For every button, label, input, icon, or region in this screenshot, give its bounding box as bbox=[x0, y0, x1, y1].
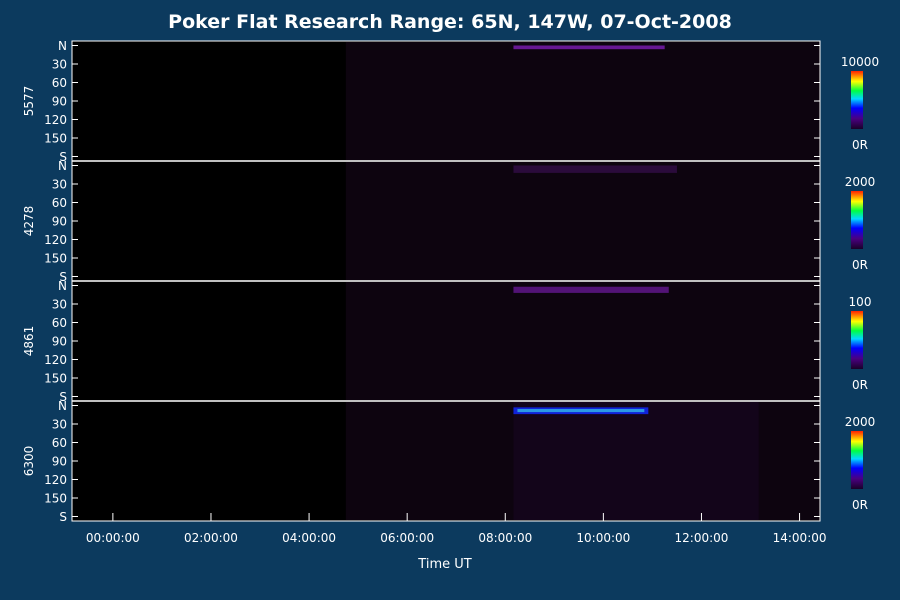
colorbar-min-label: 0R bbox=[852, 138, 868, 152]
y-tick-label: 30 bbox=[52, 298, 67, 312]
y-tick-label: 30 bbox=[52, 418, 67, 432]
panel-4278: N 30 60 90 120 150 S 4278 2000 0R bbox=[22, 159, 875, 284]
x-tick-label: 06:00:00 bbox=[380, 531, 434, 545]
y-tick-label: N bbox=[58, 399, 67, 413]
y-tick-label: S bbox=[59, 390, 67, 404]
colorbar-max-label: 100 bbox=[849, 295, 872, 309]
emission-arc bbox=[513, 45, 665, 50]
panel-4861: N 30 60 90 120 150 S 4861 100 0R bbox=[22, 279, 871, 404]
colorbar-min-label: 0R bbox=[852, 258, 868, 272]
panels: N 30 60 90 120 150 S 5577 10000 0R N 30 60 90 120 150 S 4… bbox=[22, 39, 879, 524]
x-tick-label: 12:00:00 bbox=[675, 531, 729, 545]
chart-title: Poker Flat Research Range: 65N, 147W, 07… bbox=[168, 11, 732, 33]
panel-5577: N 30 60 90 120 150 S 5577 10000 0R bbox=[22, 39, 879, 164]
y-tick-label: 120 bbox=[44, 473, 67, 487]
x-tick-label: 14:00:00 bbox=[773, 531, 827, 545]
y-tick-label: 120 bbox=[44, 113, 67, 127]
y-tick-label: 150 bbox=[44, 132, 67, 146]
colorbar-max-label: 10000 bbox=[841, 55, 879, 69]
y-tick-label: 60 bbox=[52, 436, 67, 450]
y-tick-label: N bbox=[58, 39, 67, 53]
panel-wavelength-label: 6300 bbox=[22, 446, 36, 477]
y-tick-label: 150 bbox=[44, 372, 67, 386]
colorbar-max-label: 2000 bbox=[845, 415, 876, 429]
emission-arc-core bbox=[517, 409, 645, 413]
observation-period bbox=[345, 42, 820, 160]
y-tick-label: 30 bbox=[52, 178, 67, 192]
time-axis: 00:00:00 02:00:00 04:00:00 06:00:00 08:00:00… bbox=[86, 513, 827, 545]
y-tick-label: 120 bbox=[44, 353, 67, 367]
y-tick-label: 90 bbox=[52, 215, 67, 229]
emission-arc bbox=[513, 286, 669, 293]
y-tick-label: N bbox=[58, 159, 67, 173]
y-tick-label: 60 bbox=[52, 76, 67, 90]
panel-wavelength-label: 4278 bbox=[22, 206, 36, 237]
x-tick-label: 10:00:00 bbox=[576, 531, 630, 545]
colorbar bbox=[851, 71, 863, 129]
y-tick-label: 90 bbox=[52, 95, 67, 109]
emission-arc bbox=[513, 165, 677, 173]
y-tick-label: 120 bbox=[44, 233, 67, 247]
y-tick-label: 60 bbox=[52, 316, 67, 330]
colorbar-min-label: 0R bbox=[852, 498, 868, 512]
y-tick-label: 30 bbox=[52, 58, 67, 72]
y-tick-label: 150 bbox=[44, 492, 67, 506]
y-tick-label: S bbox=[59, 510, 67, 524]
y-tick-label: 90 bbox=[52, 335, 67, 349]
y-tick-label: 150 bbox=[44, 252, 67, 266]
colorbar-min-label: 0R bbox=[852, 378, 868, 392]
x-tick-label: 02:00:00 bbox=[184, 531, 238, 545]
panel-wavelength-label: 5577 bbox=[22, 86, 36, 117]
x-axis-label: Time UT bbox=[417, 557, 471, 572]
colorbar-max-label: 2000 bbox=[845, 175, 876, 189]
emission-glow bbox=[513, 402, 759, 520]
panel-6300: N 30 60 90 120 150 S 6300 2000 0R bbox=[22, 399, 875, 524]
x-tick-label: 04:00:00 bbox=[282, 531, 336, 545]
y-tick-label: 90 bbox=[52, 455, 67, 469]
colorbar bbox=[851, 431, 863, 489]
y-tick-label: N bbox=[58, 279, 67, 293]
observation-period bbox=[345, 162, 820, 280]
y-tick-label: S bbox=[59, 150, 67, 164]
x-tick-label: 08:00:00 bbox=[478, 531, 532, 545]
y-tick-label: S bbox=[59, 270, 67, 284]
y-tick-label: 60 bbox=[52, 196, 67, 210]
colorbar bbox=[851, 191, 863, 249]
panel-wavelength-label: 4861 bbox=[22, 326, 36, 357]
x-tick-label: 00:00:00 bbox=[86, 531, 140, 545]
colorbar bbox=[851, 311, 863, 369]
observation-period bbox=[345, 282, 820, 400]
observation-period bbox=[345, 402, 820, 520]
